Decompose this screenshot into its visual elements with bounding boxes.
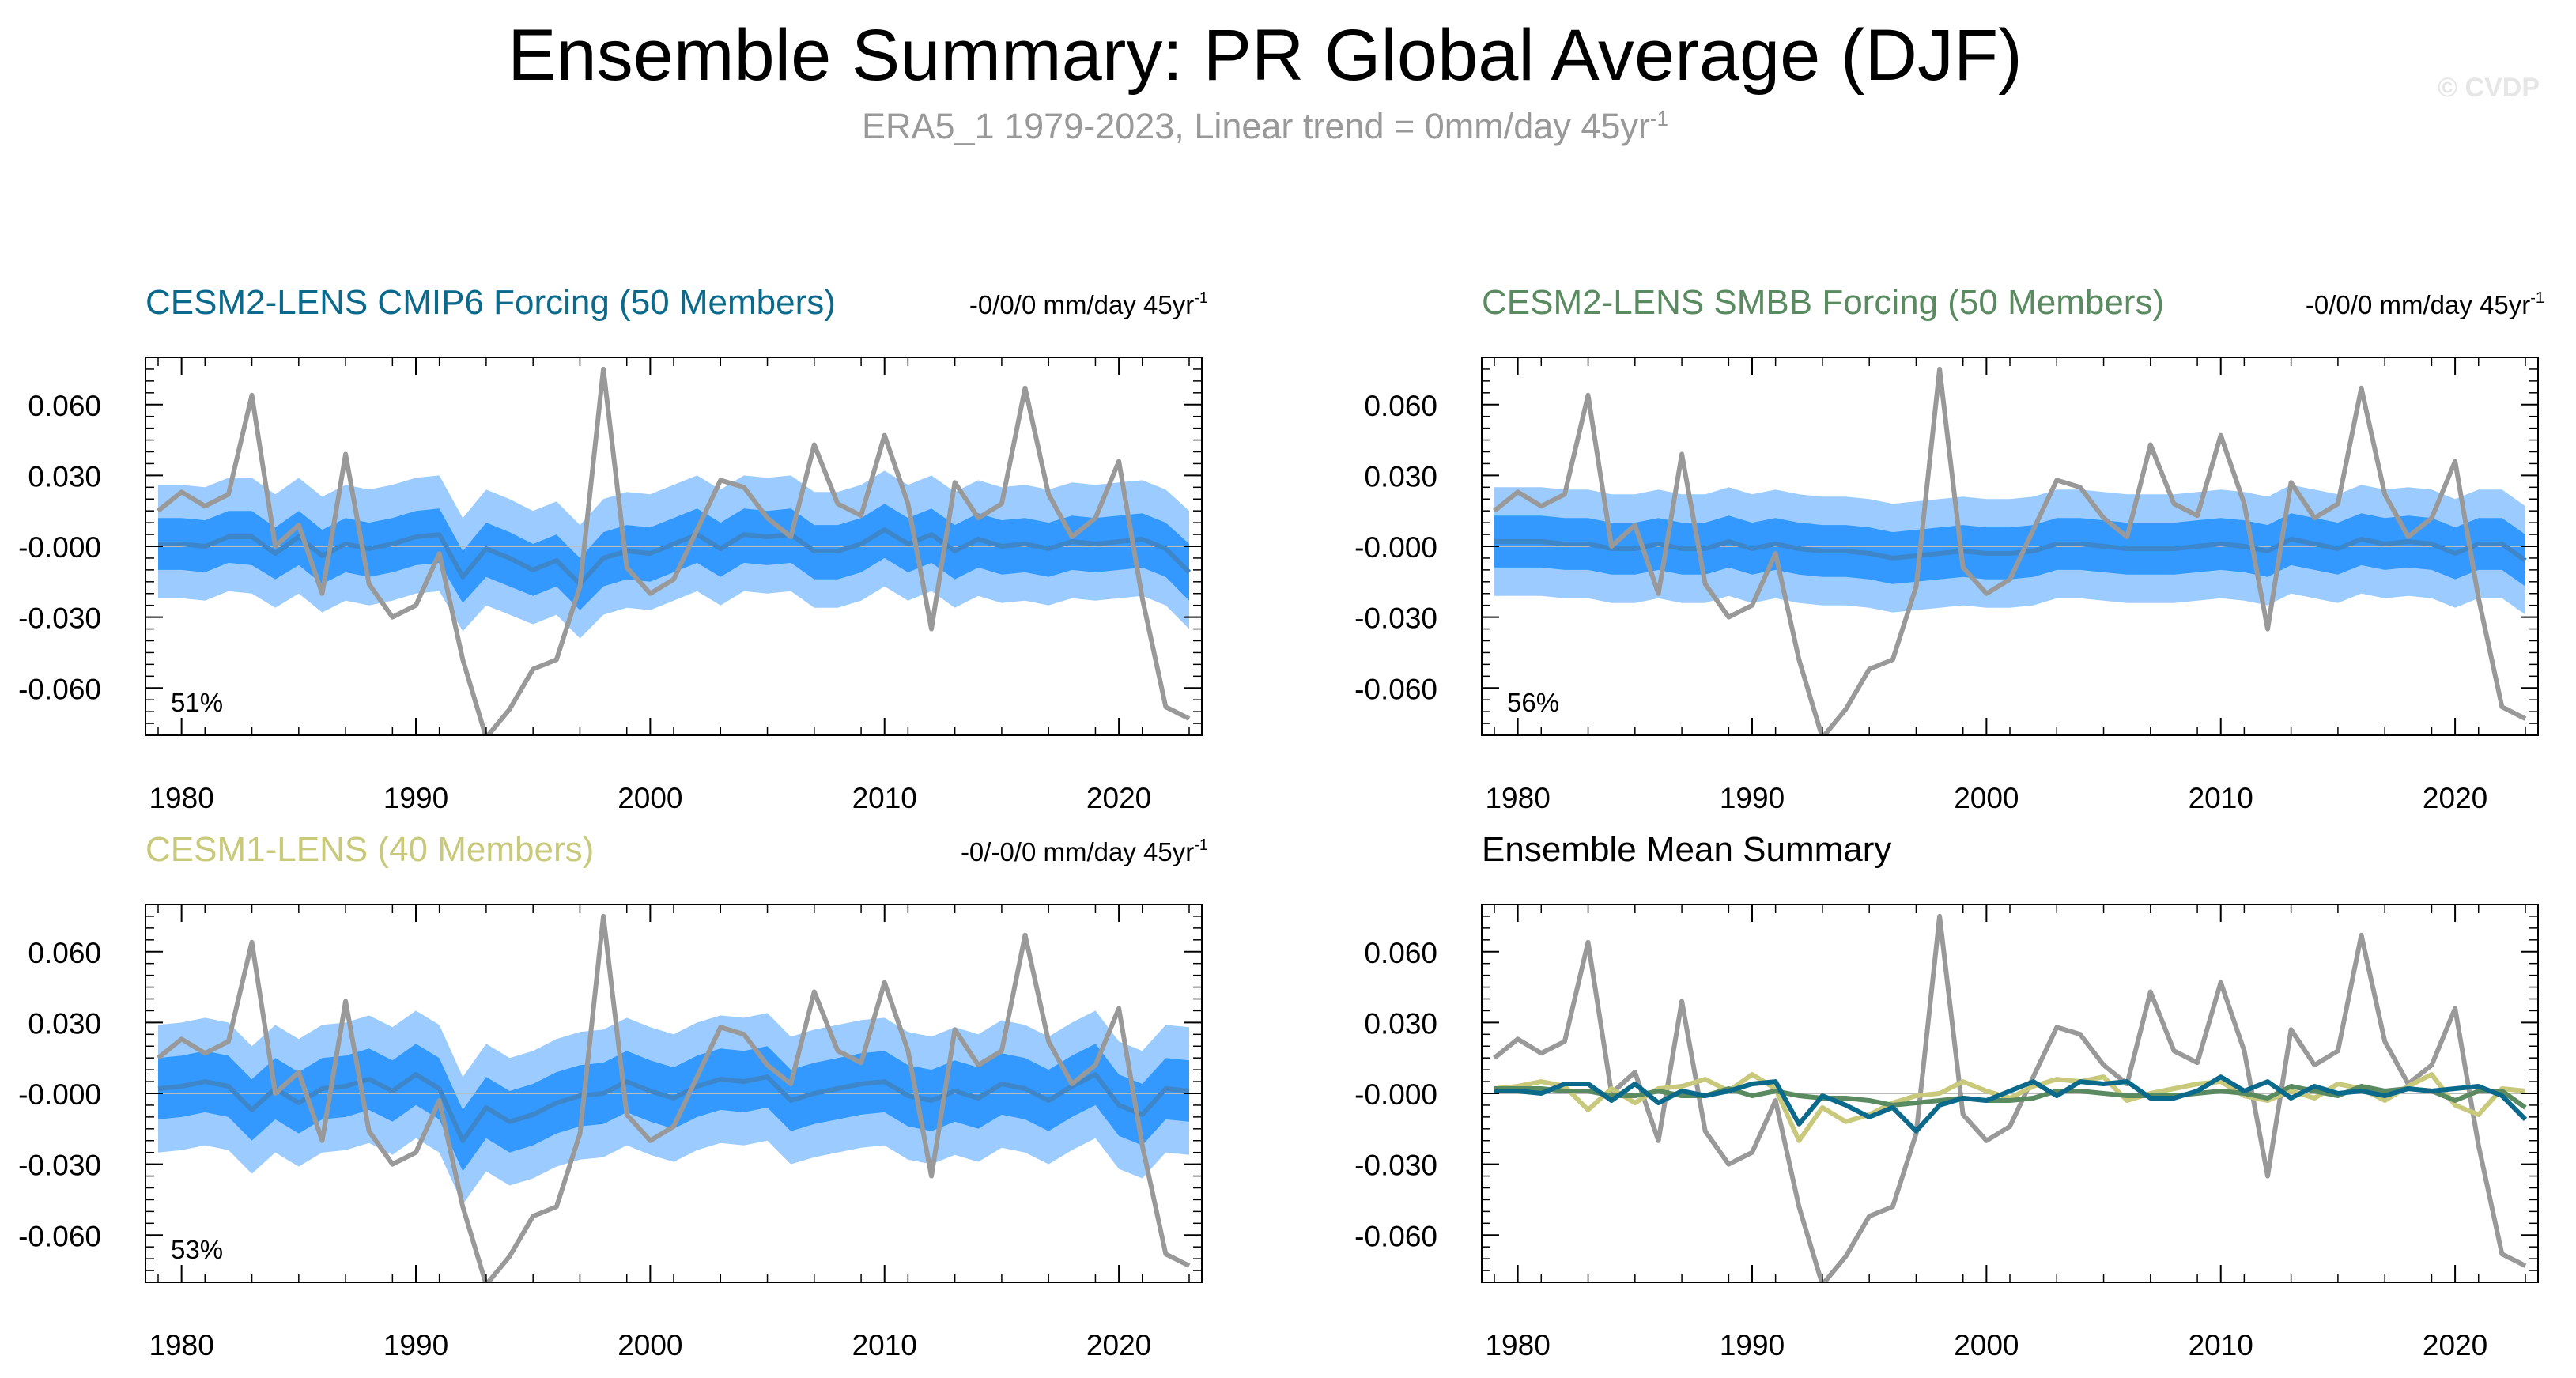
- trend-text: -0/-0/0 mm/day 45yr: [961, 837, 1194, 866]
- trend-sup: -1: [1194, 836, 1208, 854]
- plot-area: [145, 913, 1202, 1282]
- cvdp-watermark: © CVDP: [2438, 73, 2540, 103]
- x-tick-label: 1990: [383, 1329, 448, 1361]
- y-tick-label: -0.060: [18, 673, 101, 705]
- y-tick-label: -0.030: [1354, 1150, 1437, 1182]
- x-tick-label: 2010: [852, 782, 917, 814]
- observed-line: [157, 913, 1191, 1282]
- y-tick-label: -0.060: [1354, 673, 1437, 705]
- x-tick-label: 1990: [1720, 782, 1785, 814]
- x-tick-label: 2020: [2423, 782, 2487, 814]
- x-tick-label: 1980: [1485, 1329, 1550, 1361]
- y-tick-label: 0.060: [1364, 390, 1437, 422]
- x-tick-label: 1980: [1485, 782, 1550, 814]
- observed-line: [1493, 366, 2527, 735]
- spread-inner-band: [158, 504, 1189, 610]
- panel-2: CESM2-LENS SMBB Forcing (50 Members) -0/0…: [1354, 283, 2544, 814]
- panel-1: CESM2-LENS CMIP6 Forcing (50 Members) -0/…: [18, 283, 1208, 814]
- y-tick-label: 0.060: [28, 390, 101, 422]
- spread-inner-band: [1494, 513, 2525, 587]
- x-tick-label: 2010: [852, 1329, 917, 1361]
- panel-title: CESM1-LENS (40 Members): [145, 830, 594, 869]
- x-tick-label: 2010: [2189, 782, 2253, 814]
- y-tick-label: 0.030: [28, 460, 101, 493]
- trend-text: -0/0/0 mm/day 45yr: [969, 290, 1194, 319]
- panel-trend: -0/0/0 mm/day 45yr-1: [969, 289, 1208, 319]
- x-tick-label: 1990: [383, 782, 448, 814]
- x-tick-label: 1990: [1720, 1329, 1785, 1361]
- y-tick-label: -0.000: [1354, 531, 1437, 564]
- trend-sup: -1: [2530, 289, 2544, 307]
- y-tick-label: 0.030: [28, 1007, 101, 1040]
- panel-3: CESM1-LENS (40 Members) -0/-0/0 mm/day 45…: [18, 830, 1208, 1361]
- y-tick-label: 0.030: [1364, 460, 1437, 493]
- y-tick-label: 0.030: [1364, 1007, 1437, 1040]
- panel-4: Ensemble Mean Summary 0.060 0.030 -0.000 -0.…: [1354, 830, 2539, 1361]
- panel-trend: -0/-0/0 mm/day 45yr-1: [961, 836, 1208, 866]
- y-tick-label: -0.030: [18, 602, 101, 635]
- page-subtitle: ERA5_1 1979-2023, Linear trend = 0mm/day…: [0, 106, 2530, 147]
- panel-title: CESM2-LENS CMIP6 Forcing (50 Members): [145, 283, 836, 322]
- observed-line: [157, 366, 1191, 735]
- y-tick-label: -0.060: [18, 1220, 101, 1252]
- y-tick-label: 0.060: [28, 937, 101, 969]
- y-tick-label: -0.000: [1354, 1078, 1437, 1111]
- cmip6-mean-line: [1494, 1074, 2528, 1134]
- y-tick-label: -0.030: [18, 1150, 101, 1182]
- x-tick-label: 2020: [1086, 1329, 1151, 1361]
- plot-area: [1482, 913, 2538, 1282]
- panel-trend: -0/0/0 mm/day 45yr-1: [2306, 289, 2544, 319]
- y-tick-label: -0.000: [18, 531, 101, 564]
- x-tick-label: 2020: [2423, 1329, 2487, 1361]
- page-title: Ensemble Summary: PR Global Average (DJF…: [508, 15, 2023, 96]
- panel-percentage: 56%: [1507, 688, 1559, 717]
- plot-area: [145, 366, 1202, 735]
- plot-area: [1482, 366, 2538, 735]
- panel-title: CESM2-LENS SMBB Forcing (50 Members): [1482, 283, 2164, 322]
- x-tick-label: 2020: [1086, 782, 1151, 814]
- x-tick-label: 2010: [2189, 1329, 2253, 1361]
- x-tick-label: 1980: [149, 782, 213, 814]
- panel-percentage: 51%: [171, 688, 223, 717]
- subtitle-sup: -1: [1649, 107, 1668, 130]
- y-tick-label: 0.060: [1364, 937, 1437, 969]
- x-tick-label: 1980: [149, 1329, 213, 1361]
- subtitle-text: ERA5_1 1979-2023, Linear trend = 0mm/day…: [862, 106, 1650, 146]
- y-tick-label: -0.000: [18, 1078, 101, 1111]
- x-tick-label: 2000: [1954, 1329, 2019, 1361]
- panel-percentage: 53%: [171, 1235, 223, 1264]
- y-tick-label: -0.030: [1354, 602, 1437, 635]
- trend-text: -0/0/0 mm/day 45yr: [2306, 290, 2530, 319]
- trend-sup: -1: [1194, 289, 1208, 307]
- x-tick-label: 2000: [618, 782, 682, 814]
- x-tick-label: 2000: [618, 1329, 682, 1361]
- x-tick-label: 2000: [1954, 782, 2019, 814]
- panel-title: Ensemble Mean Summary: [1482, 830, 1891, 869]
- y-tick-label: -0.060: [1354, 1220, 1437, 1252]
